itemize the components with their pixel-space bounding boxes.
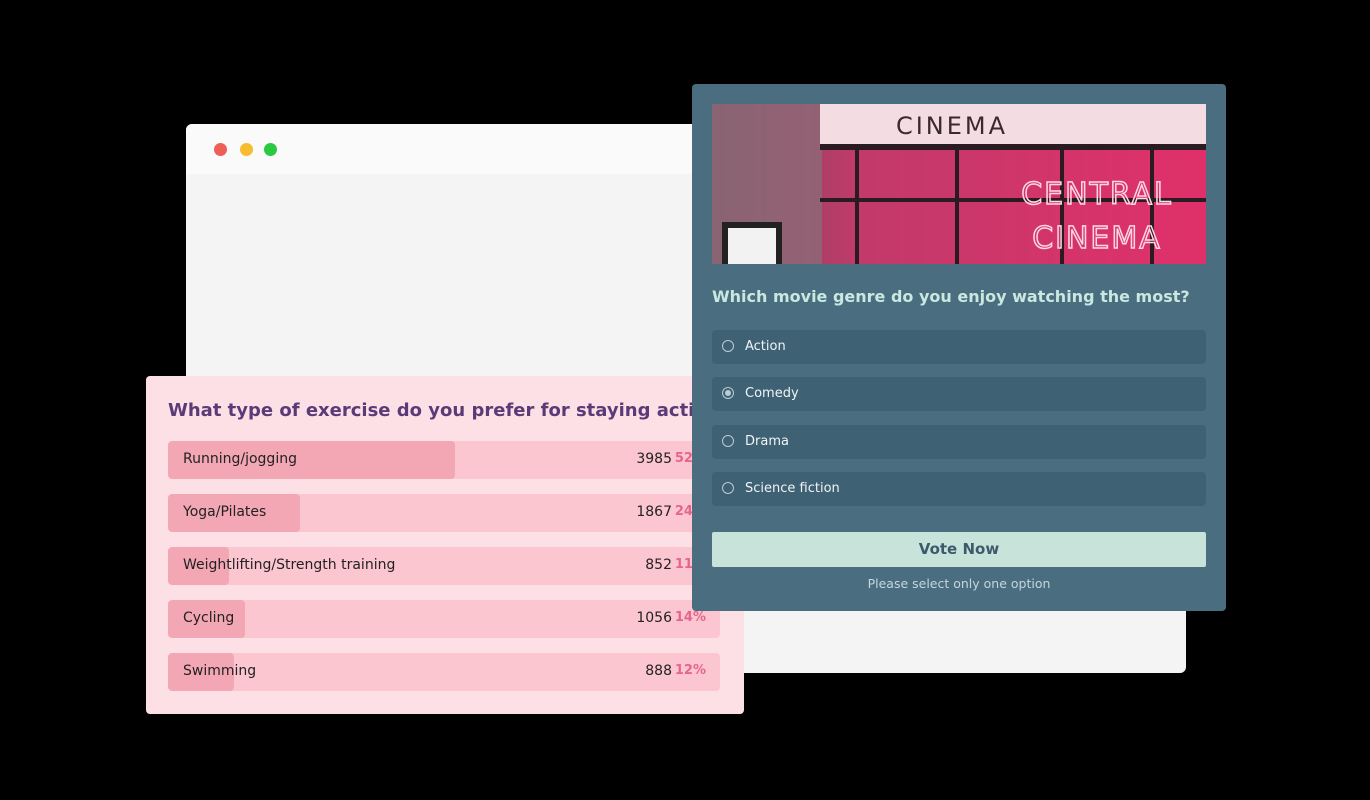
option-label: Action [745,339,786,354]
result-label: Running/jogging [183,451,297,467]
result-label: Swimming [183,663,257,679]
result-row: Running/jogging 3985 52% [168,441,720,479]
neon-text: CENTRAL [1021,177,1173,212]
option-label: Science fiction [745,480,840,496]
vote-note: Please select only one option [867,576,1051,591]
minimize-dot[interactable] [240,143,253,156]
close-dot[interactable] [214,143,227,156]
radio-button[interactable] [722,481,734,494]
result-votes: 852 [645,557,672,573]
vote-question: Which movie genre do you enjoy watching … [712,287,1190,306]
beam [820,144,1206,150]
neon-text: CINEMA [1032,221,1162,256]
result-percent: 12% [674,663,706,678]
result-percent: 14% [674,610,706,625]
cinema-photo: CINEMA CENTRAL CINEMA [712,104,1206,264]
result-bar [168,600,246,638]
result-bar [168,547,229,585]
maximize-dot[interactable] [264,143,277,156]
result-votes: 3985 [636,451,672,467]
result-bar [168,441,456,479]
sign-board [820,104,1206,144]
result-votes: 1867 [636,504,672,520]
radio-button[interactable] [722,340,734,352]
vote-option[interactable]: Comedy [712,377,1206,412]
result-bar [168,494,301,532]
result-label: Cycling [183,610,235,626]
sign-text: CINEMA [896,112,1008,140]
radio-button[interactable] [722,434,734,447]
screen [728,228,776,264]
result-row: Weightlifting/Strength training 852 11% [168,547,720,585]
radio-button[interactable] [722,387,734,400]
result-bar [168,653,235,691]
result-row: Cycling 1056 14% [168,600,720,638]
window-frames [820,150,1206,264]
results-question: What type of exercise do you prefer for … [168,400,729,421]
result-row: Swimming 888 12% [168,653,720,691]
vote-option[interactable]: Action [712,330,1206,364]
option-label: Drama [745,433,789,449]
result-label: Weightlifting/Strength training [183,557,396,573]
vote-button[interactable]: Vote Now [712,532,1206,567]
result-row: Yoga/Pilates 1867 24% [168,494,720,532]
vote-card: CINEMA CENTRAL CINEMA Which movie genre … [692,84,1226,611]
vote-option[interactable]: Science fiction [712,471,1206,506]
results-card: What type of exercise do you prefer for … [146,376,744,714]
option-label: Comedy [745,386,799,402]
result-votes: 888 [645,663,672,679]
vote-option[interactable]: Drama [712,424,1206,459]
result-votes: 1056 [636,610,672,626]
result-label: Yoga/Pilates [183,504,267,520]
